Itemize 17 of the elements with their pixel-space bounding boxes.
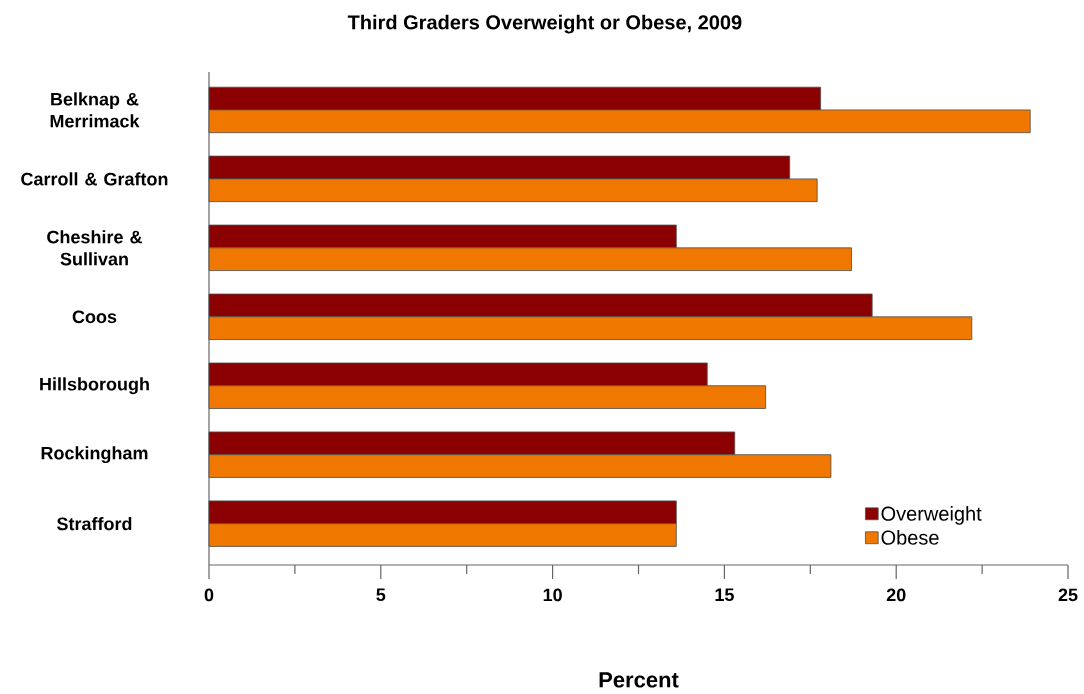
legend-label: Overweight [881,506,982,525]
x-tick-label: 25 [1058,588,1078,602]
y-tick-label: Cheshire & Sullivan [47,230,142,266]
y-tick-label: Coos [72,310,117,324]
x-tick-label: 0 [204,588,214,602]
y-tick-label: Strafford [56,517,132,531]
legend-label: Obese [881,530,939,545]
y-tick-label: Carroll & Grafton [21,172,168,186]
y-tick-label: Hillsborough [40,377,149,395]
x-axis-title: Percent [599,672,679,688]
x-tick-label: 5 [376,588,386,602]
y-tick-label: Rockingham [41,446,148,464]
y-tick-label: Belknap & Merrimack [50,92,140,128]
chart-title: Third Graders Overweight or Obese, 2009 [347,14,742,34]
x-tick-label: 10 [543,588,562,602]
x-tick-label: 15 [715,588,734,602]
x-tick-label: 20 [886,588,906,602]
